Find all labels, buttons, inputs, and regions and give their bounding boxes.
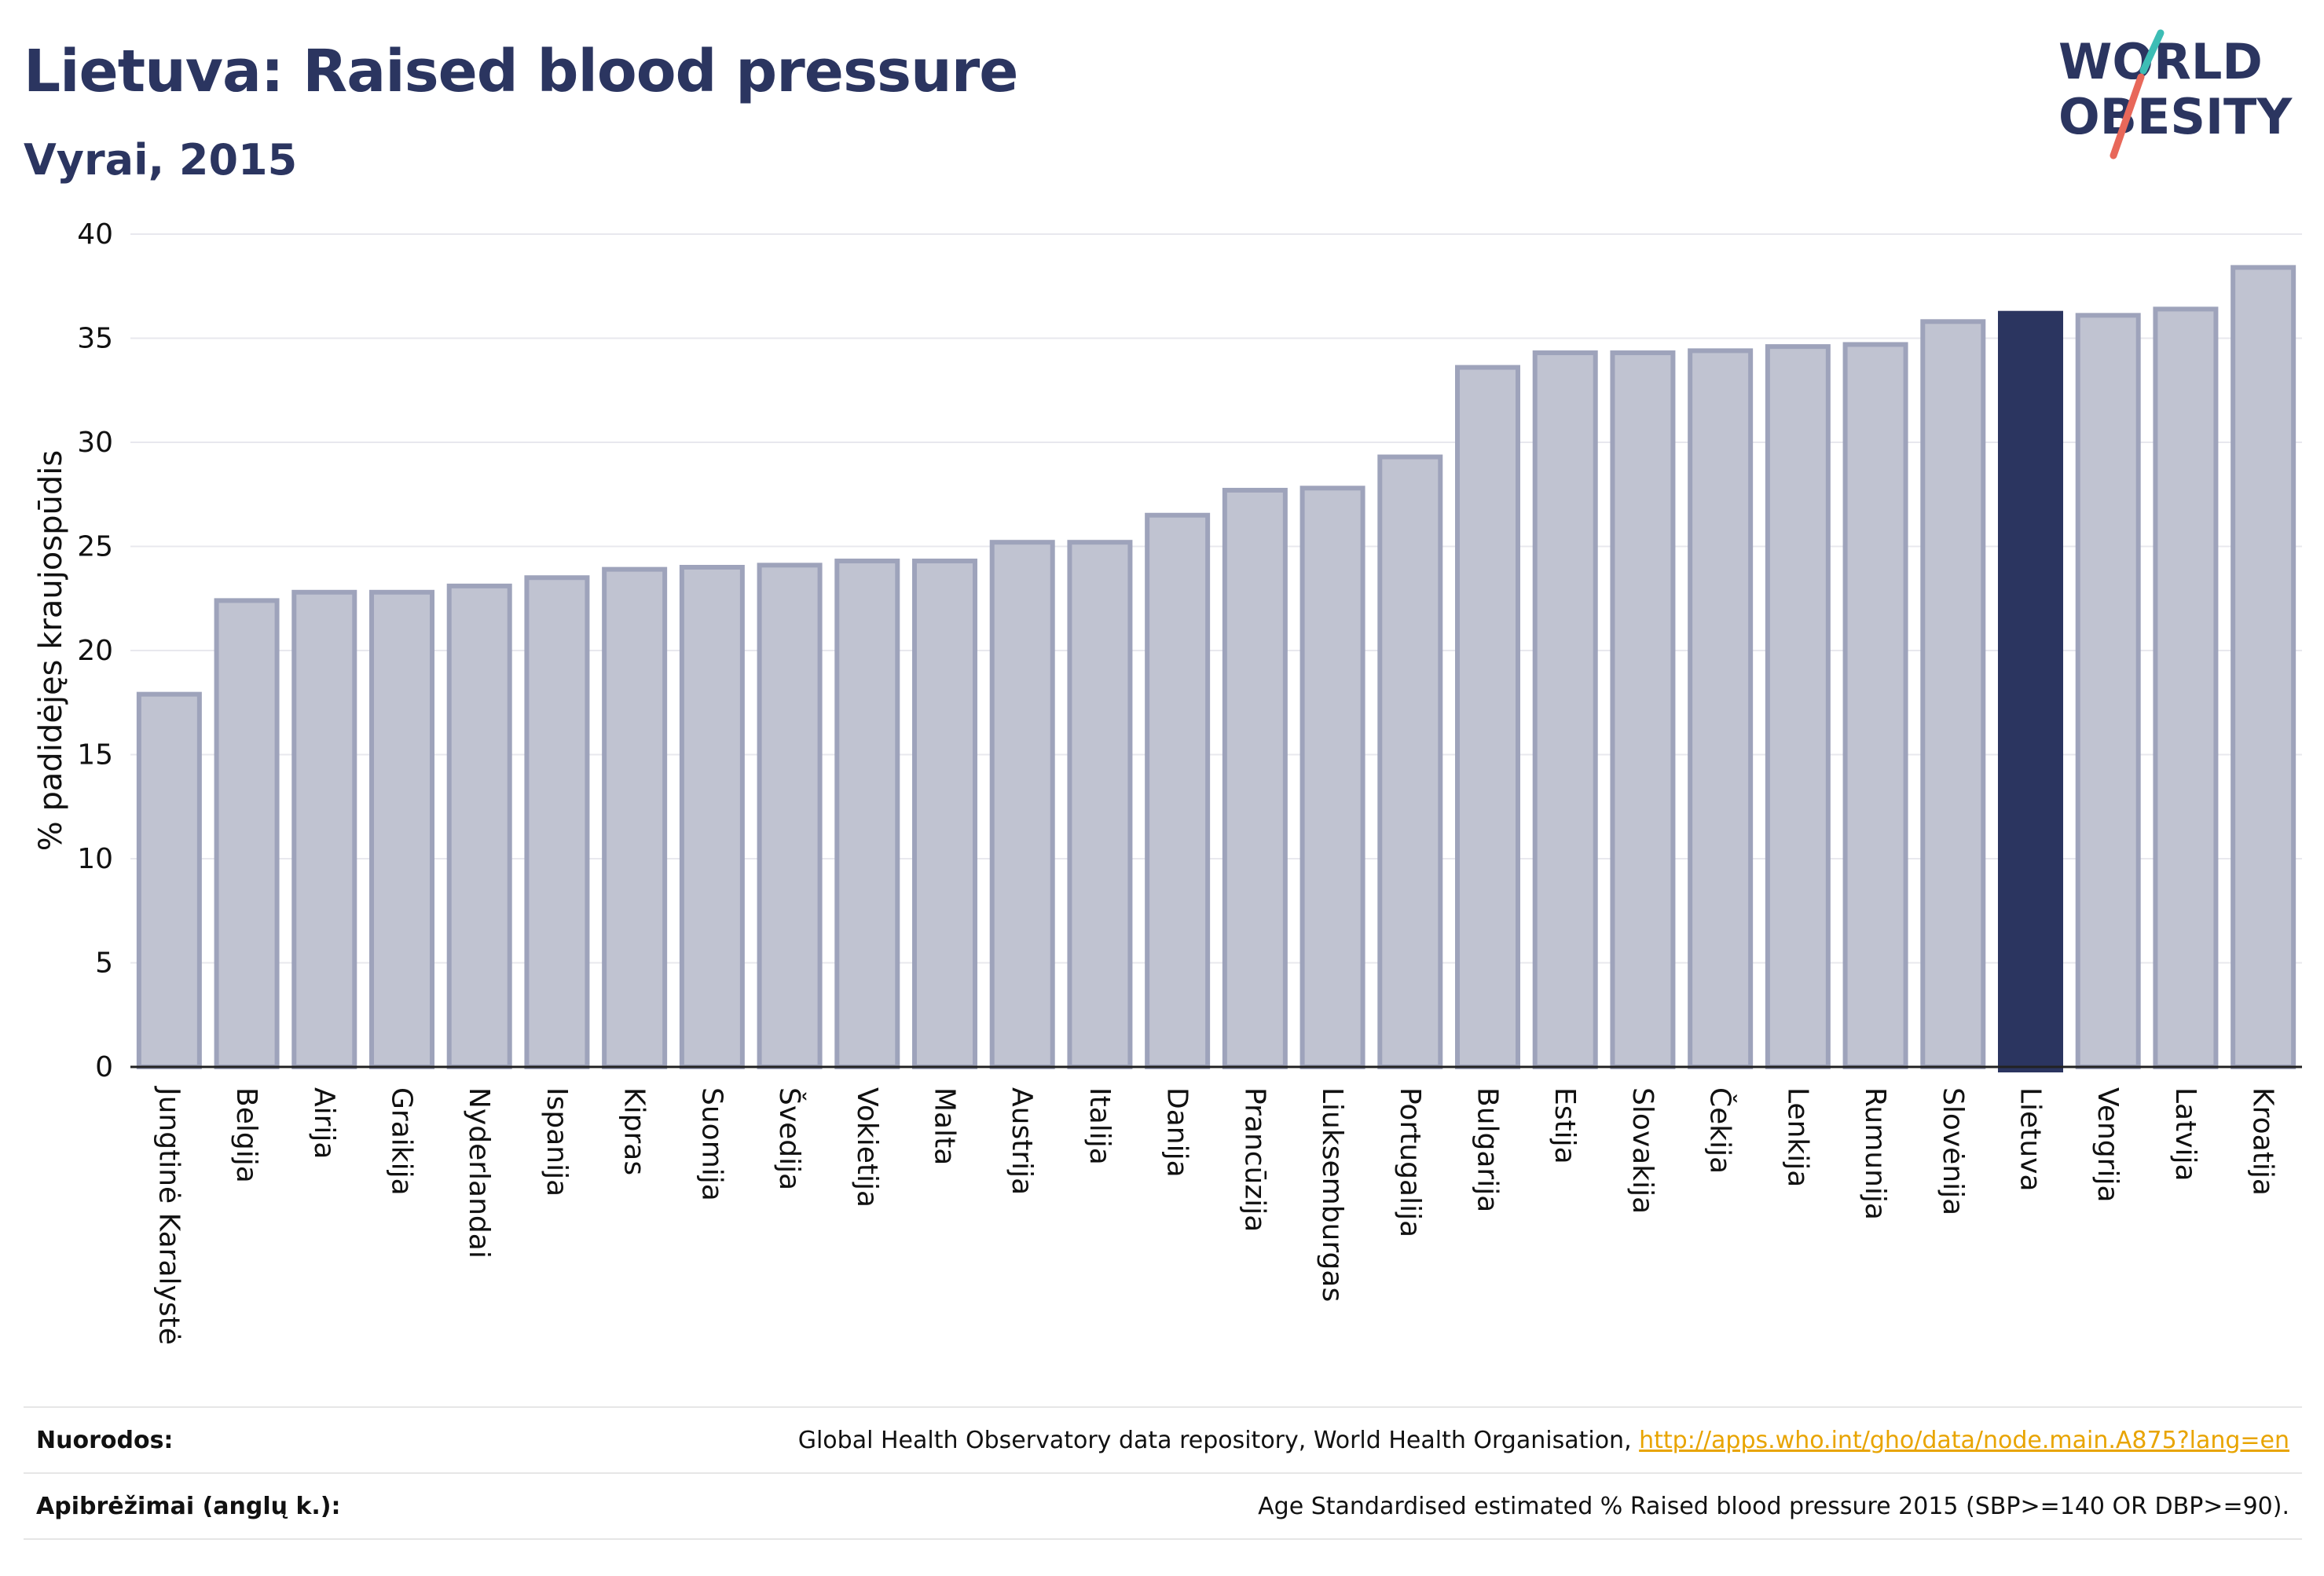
bar (2153, 306, 2219, 1069)
bar (1222, 487, 1288, 1069)
x-tick-label: Suomija (695, 1087, 728, 1201)
references-label: Nuorodos: (36, 1426, 174, 1454)
bar (291, 589, 357, 1069)
page-title: Lietuva: Raised blood pressure (24, 38, 1018, 105)
definitions-row: Apibrėžimai (anglų k.): Age Standardised… (24, 1472, 2302, 1540)
references-text: Global Health Observatory data repositor… (797, 1426, 1640, 1454)
x-tick-label: Slovakija (1626, 1087, 1659, 1214)
bar (679, 565, 745, 1069)
y-tick-label: 35 (77, 323, 113, 355)
x-tick-label: Portugalija (1394, 1087, 1426, 1237)
x-tick-label: Lenkija (1781, 1087, 1813, 1187)
bar (1610, 350, 1676, 1069)
x-tick-label: Jungtinė Karalystė (152, 1086, 185, 1345)
x-tick-label: Prancūzija (1238, 1087, 1270, 1232)
bar (1145, 512, 1211, 1069)
definitions-value: Age Standardised estimated % Raised bloo… (1258, 1492, 2289, 1520)
definitions-label: Apibrėžimai (anglų k.): (36, 1492, 341, 1520)
x-tick-label: Estija (1549, 1087, 1581, 1164)
x-tick-label: Airija (308, 1087, 340, 1160)
x-tick-label: Austrija (1006, 1087, 1038, 1195)
bar-highlighted (1998, 310, 2063, 1072)
bar (1299, 486, 1365, 1069)
bar (834, 559, 900, 1069)
bar (136, 691, 202, 1070)
y-tick-label: 5 (95, 947, 113, 980)
x-tick-label: Nyderlandai (463, 1087, 495, 1259)
logo-slash-coral (2110, 73, 2145, 159)
y-tick-label: 15 (77, 739, 113, 772)
y-tick-label: 20 (77, 635, 113, 667)
x-tick-label: Kipras (618, 1087, 651, 1175)
sources-table: Nuorodos: Global Health Observatory data… (24, 1406, 2302, 1540)
y-tick-label: 10 (77, 843, 113, 875)
x-tick-label: Kroatija (2247, 1087, 2279, 1196)
references-row: Nuorodos: Global Health Observatory data… (24, 1406, 2302, 1472)
bar (1067, 540, 1133, 1069)
y-tick-label: 0 (95, 1051, 113, 1083)
world-obesity-logo: WORLD OBESITY (2058, 29, 2293, 159)
x-tick-label: Graikija (386, 1087, 418, 1196)
x-tick-label: Ispanija (541, 1087, 573, 1197)
x-tick-label: Italija (1083, 1087, 1116, 1165)
bar (912, 559, 977, 1069)
y-axis-label: % padidėjęs kraujospūdis (33, 450, 69, 851)
x-tick-label: Belgija (230, 1087, 262, 1183)
bar (602, 566, 668, 1069)
x-tick-label: Danija (1161, 1087, 1193, 1178)
y-tick-label: 40 (77, 218, 113, 251)
bar (757, 563, 823, 1069)
bar (446, 583, 512, 1069)
bar (1688, 348, 1754, 1069)
bar (369, 589, 434, 1069)
x-tick-label: Švedija (773, 1087, 806, 1190)
bar-chart: 0 5 10 15 20 25 30 35 40 % padidėjęs kraujospūdis… (33, 218, 2302, 1345)
x-tick-label: Lietuva (2014, 1087, 2047, 1192)
x-tick-label: Vokietija (851, 1087, 883, 1208)
logo-line1: WORLD (2058, 33, 2263, 90)
bar (1377, 454, 1443, 1069)
bar (1532, 350, 1598, 1069)
bar (524, 575, 590, 1069)
x-tick-label: Slovėnija (1937, 1087, 1969, 1215)
x-tick-label: Rumunija (1859, 1087, 1891, 1220)
x-tick-label: Vengrija (2091, 1087, 2124, 1203)
bar (2075, 313, 2141, 1070)
logo-line2: OBESITY (2058, 88, 2293, 145)
x-tick-label: Malta (929, 1087, 961, 1165)
page-subtitle: Vyrai, 2015 (24, 135, 298, 185)
x-tick-label: Latvija (2169, 1087, 2201, 1182)
x-tick-label: Čekija (1704, 1087, 1737, 1174)
y-tick-label: 25 (77, 531, 113, 563)
bar (1455, 365, 1520, 1070)
bar (1920, 319, 1986, 1069)
bar (2231, 265, 2297, 1069)
references-link[interactable]: http://apps.who.int/gho/data/node.main.A… (1639, 1426, 2289, 1454)
y-tick-label: 30 (77, 427, 113, 459)
x-tick-label: Bulgarija (1472, 1087, 1504, 1212)
logo-slash-teal (2139, 29, 2165, 75)
references-value: Global Health Observatory data repositor… (798, 1427, 2302, 1454)
bar (989, 540, 1055, 1069)
bar (1765, 344, 1831, 1070)
bar (214, 598, 280, 1069)
bar (1842, 342, 1908, 1069)
x-tick-label: Liuksemburgas (1316, 1087, 1348, 1302)
